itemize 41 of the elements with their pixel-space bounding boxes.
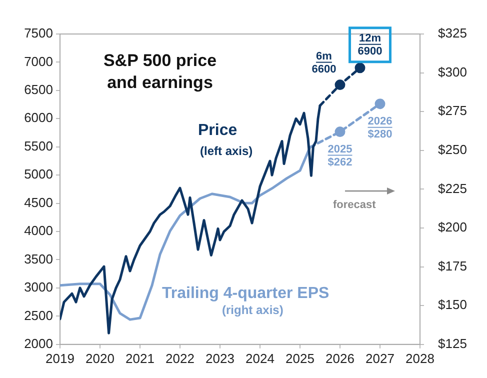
data-label: 6m 6600 xyxy=(312,50,336,76)
y2-tick-label: $200 xyxy=(438,220,467,235)
x-tick-label: 2027 xyxy=(366,350,394,366)
y-tick-label: 4000 xyxy=(24,223,53,238)
data-label: 2025 $262 xyxy=(328,143,352,168)
x-tick-label: 2023 xyxy=(206,350,234,366)
y2-tick-label: $250 xyxy=(438,142,467,157)
y-tick-label: 3000 xyxy=(24,280,53,295)
annotation: (right axis) xyxy=(222,303,284,317)
text: Price xyxy=(198,122,238,140)
data-label: 2026 $280 xyxy=(368,115,392,140)
x-tick-label: 2024 xyxy=(246,350,274,366)
annotation: forecast xyxy=(333,199,376,211)
y2-tick-label: $300 xyxy=(438,64,467,80)
data-label: 12m 6900 xyxy=(358,32,382,58)
y2-tick-label: $225 xyxy=(438,180,467,196)
annotation: (left axis) xyxy=(200,144,253,158)
x-tick-label: 2019 xyxy=(46,350,74,366)
y-tick-label: 7500 xyxy=(24,26,53,41)
y2-tick-label: $325 xyxy=(438,26,467,41)
y2-tick-label: $175 xyxy=(438,258,467,274)
x-tick-label: 2021 xyxy=(126,350,154,366)
x-tick-label: 2020 xyxy=(86,350,114,366)
y-tick-label: 5500 xyxy=(24,138,53,154)
x-tick-label: 2026 xyxy=(326,350,354,366)
y2-tick-label: $125 xyxy=(438,336,467,351)
y2-tick-label: $275 xyxy=(438,103,467,118)
text: S&P 500 price and earnings xyxy=(102,50,218,94)
x-tick-label: 2025 xyxy=(286,350,314,366)
series-label: Trailing 4-quarter EPS xyxy=(162,285,330,303)
y-tick-label: 6500 xyxy=(24,82,53,98)
y-tick-label: 4500 xyxy=(24,194,53,210)
x-tick-label: 2022 xyxy=(166,350,194,366)
y-tick-label: 2500 xyxy=(24,308,53,323)
y-tick-label: 3500 xyxy=(24,251,53,266)
y2-tick-label: $150 xyxy=(438,297,467,312)
y-tick-label: 7000 xyxy=(24,54,53,69)
y-tick-label: 2000 xyxy=(24,336,53,351)
y-tick-label: 6000 xyxy=(24,110,53,126)
x-tick-label: 2028 xyxy=(406,350,434,366)
y-tick-label: 5000 xyxy=(24,166,53,182)
